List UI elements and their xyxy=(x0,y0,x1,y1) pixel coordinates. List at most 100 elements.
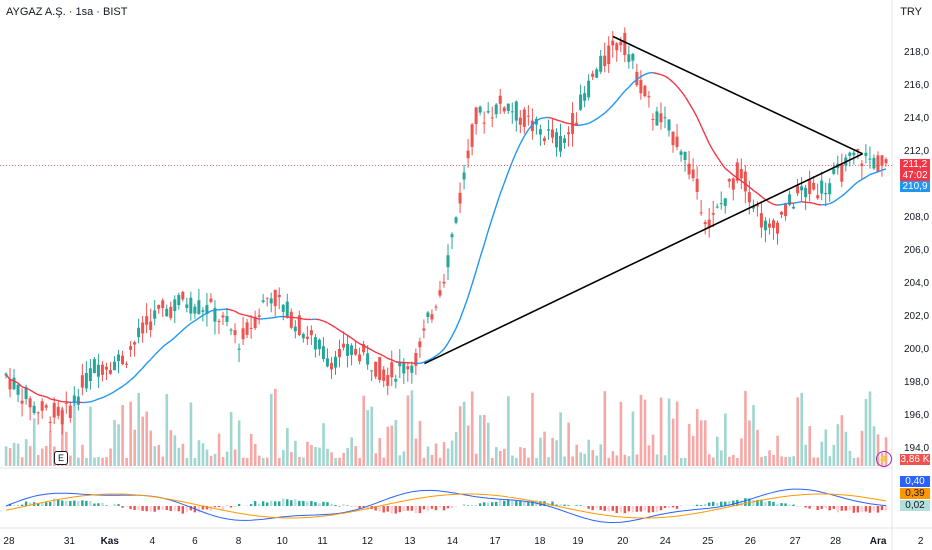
macd-histogram-bar xyxy=(499,499,502,506)
moving-average-segment xyxy=(9,378,15,382)
macd-histogram-bar xyxy=(804,506,807,508)
volume-bar xyxy=(20,457,24,466)
macd-histogram-bar xyxy=(97,503,100,506)
candle-body xyxy=(526,115,530,117)
moving-average-segment xyxy=(552,117,557,121)
volume-bar xyxy=(161,456,165,466)
volume-bar xyxy=(253,443,257,466)
candle-body xyxy=(414,353,418,366)
moving-average-segment xyxy=(134,371,140,378)
candle-body xyxy=(550,129,554,138)
volume-bar xyxy=(599,444,603,466)
volume-bar xyxy=(848,450,852,466)
moving-average-segment xyxy=(487,218,493,232)
volume-bar xyxy=(531,392,534,466)
candle-body xyxy=(108,370,112,374)
macd-histogram-bar xyxy=(57,499,60,506)
macd-histogram-bar xyxy=(655,506,659,512)
candle-body xyxy=(860,163,864,167)
macd-histogram-bar xyxy=(760,499,763,506)
time-axis-label: 10 xyxy=(276,536,288,547)
candle-body xyxy=(611,40,615,46)
moving-average-segment xyxy=(483,230,489,245)
symbol-title[interactable]: AYGAZ A.Ş. · 1sa · BIST xyxy=(6,6,128,18)
moving-average-segment xyxy=(150,354,156,360)
candle-body xyxy=(518,117,522,125)
candle-body xyxy=(64,402,68,404)
flash-icon[interactable]: ⚡ xyxy=(876,451,892,467)
time-axis-label: 11 xyxy=(317,536,328,547)
volume-bar xyxy=(241,457,245,466)
moving-average-segment xyxy=(837,195,843,200)
volume-bar xyxy=(101,457,104,466)
moving-average-segment xyxy=(736,177,742,182)
candle-body xyxy=(510,111,514,113)
price-axis-label: 218,0 xyxy=(904,47,930,59)
moving-average-segment xyxy=(773,203,778,206)
volume-bar xyxy=(470,391,474,466)
volume-bar xyxy=(153,446,157,466)
volume-bar xyxy=(864,398,868,466)
volume-bar xyxy=(390,425,394,466)
volume-bar xyxy=(28,446,32,466)
moving-average-segment xyxy=(572,123,577,127)
volume-bar xyxy=(482,414,486,466)
volume-tag: 3,86 K xyxy=(900,454,930,465)
candle-body xyxy=(8,379,12,390)
macd-histogram-bar xyxy=(784,503,787,506)
macd-histogram-bar xyxy=(478,503,482,506)
candle-body xyxy=(667,119,671,131)
candle-body xyxy=(615,43,619,51)
candle-body xyxy=(631,53,635,61)
volume-bar xyxy=(93,457,96,466)
macd-histogram-bar xyxy=(410,506,414,511)
moving-average-segment xyxy=(5,374,11,380)
volume-bar xyxy=(302,457,305,466)
time-axis-label: 12 xyxy=(361,536,373,547)
macd-histogram-bar xyxy=(386,506,389,512)
candle-body xyxy=(755,204,759,207)
candle-body xyxy=(563,138,567,143)
macd-histogram-bar xyxy=(619,506,622,513)
macd-histogram-bar xyxy=(667,506,671,509)
volume-bar xyxy=(109,448,112,466)
volume-bar xyxy=(788,456,791,466)
macd-histogram-bar xyxy=(860,506,864,512)
macd-histogram-bar xyxy=(286,499,289,506)
volume-bar xyxy=(410,390,414,466)
volume-bar xyxy=(326,448,329,466)
macd-histogram-bar xyxy=(872,506,876,512)
moving-average-segment xyxy=(596,115,602,120)
volume-bar xyxy=(691,435,695,466)
candle-body xyxy=(450,234,454,238)
moving-average-segment xyxy=(865,173,871,178)
moving-average-segment xyxy=(797,201,802,204)
candle-body xyxy=(169,306,173,318)
macd-histogram-bar xyxy=(527,501,530,506)
volume-bar xyxy=(768,450,771,466)
volume-bar xyxy=(338,457,341,466)
moving-average-segment xyxy=(118,385,123,390)
macd-histogram-bar xyxy=(812,506,815,507)
earnings-badge[interactable]: E xyxy=(54,451,68,465)
moving-average-segment xyxy=(13,380,19,384)
macd-histogram-bar xyxy=(808,506,811,509)
moving-average-segment xyxy=(130,376,136,381)
candle-body xyxy=(121,355,125,365)
candle-body xyxy=(257,315,261,317)
volume-bar xyxy=(422,457,426,466)
candle-body xyxy=(249,327,253,329)
moving-average-segment xyxy=(459,308,465,320)
macd-histogram-bar xyxy=(732,500,735,506)
volume-bar xyxy=(840,415,844,466)
volume-bar xyxy=(201,443,205,466)
volume-bar xyxy=(73,394,76,466)
moving-average-segment xyxy=(511,151,517,162)
volume-bar xyxy=(776,435,779,466)
candle-body xyxy=(402,361,406,374)
moving-average-segment xyxy=(849,184,855,190)
candle-body xyxy=(739,169,743,179)
moving-average-segment xyxy=(395,361,400,364)
volume-bar xyxy=(724,413,727,466)
